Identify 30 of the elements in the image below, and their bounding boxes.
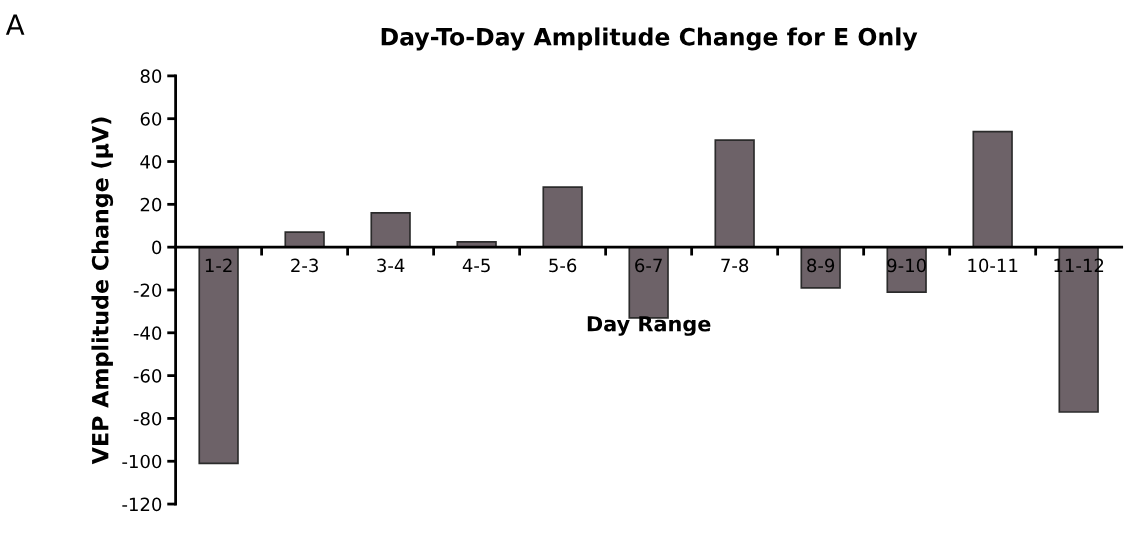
y-tick-label: 20	[140, 197, 162, 212]
x-tick-label: 8-9	[807, 258, 835, 273]
bar	[370, 212, 411, 248]
y-tick-label: 80	[140, 69, 162, 83]
bar	[714, 139, 755, 248]
y-tick-label: -20	[133, 283, 162, 298]
y-tick-label: -100	[122, 454, 162, 469]
x-tick-label: 6-7	[635, 258, 662, 273]
x-tick-label: 4-5	[462, 258, 490, 273]
y-tick-label: -120	[122, 497, 162, 512]
bar	[542, 186, 583, 248]
x-tick-label: 7-8	[721, 258, 749, 273]
y-tick-label: -40	[133, 326, 162, 340]
bar	[284, 231, 325, 248]
y-tick-label: 60	[140, 112, 162, 126]
x-tick-label: 1-2	[205, 258, 232, 272]
x-axis-title: Day Range	[587, 316, 711, 336]
bar	[972, 130, 1013, 248]
y-tick-label: -80	[133, 411, 162, 426]
x-tick-label: 3-4	[377, 258, 405, 273]
chart-title: Day-To-Day Amplitude Change for E Only	[381, 27, 918, 51]
x-tick-label: 5-6	[549, 258, 577, 273]
y-tick-label: 40	[140, 154, 162, 169]
y-axis-title: VEP Amplitude Change (µV)	[91, 117, 114, 465]
bar	[198, 246, 239, 465]
text: A	[5, 14, 25, 35]
y-tick-label: 0	[152, 240, 162, 255]
x-tick-label: 10-11	[968, 258, 1018, 273]
x-tick-label: 2-3	[291, 258, 318, 273]
y-tick-label: -60	[133, 369, 162, 383]
